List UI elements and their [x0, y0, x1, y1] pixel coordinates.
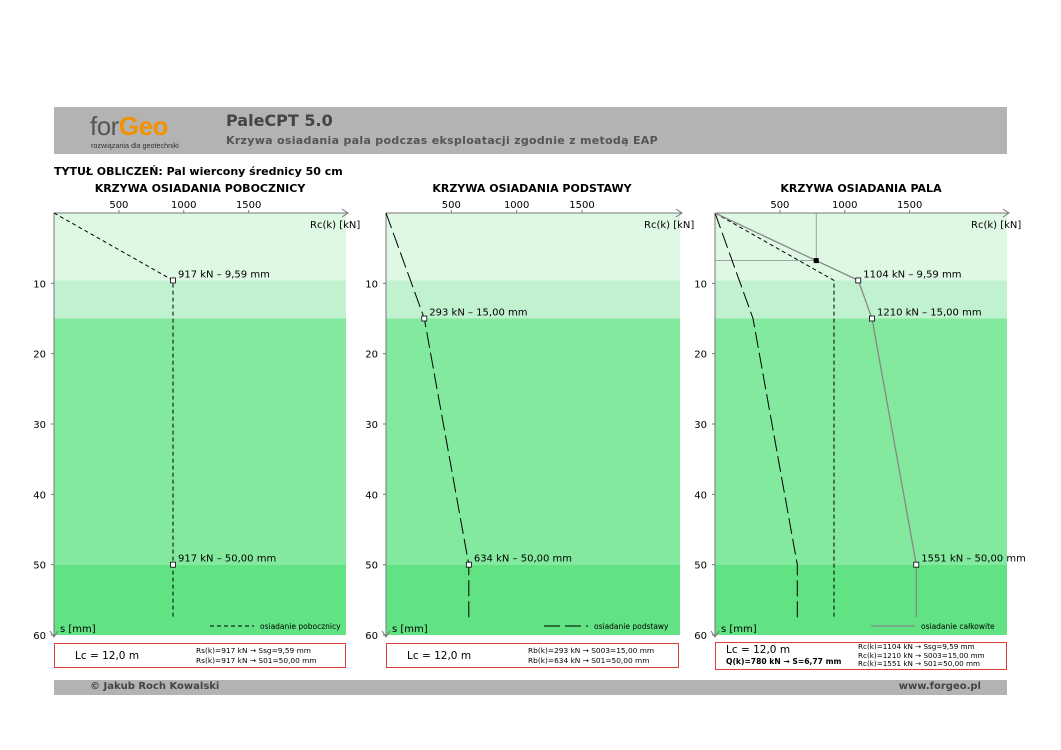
data-point-marker: [170, 561, 176, 568]
y-tick-label: 40: [365, 490, 378, 501]
info-line: Rc(k)=1104 kN → Ssg=9,59 mm: [858, 642, 975, 651]
y-tick-label: 30: [694, 420, 707, 431]
data-label: 1551 kN – 50,00 mm: [921, 554, 1026, 565]
y-tick-label: 10: [33, 279, 46, 290]
settlement-zone: [715, 564, 1007, 635]
data-label: 634 kN – 50,00 mm: [474, 554, 572, 565]
footer-bar: © Jakub Roch Kowalski www.forgeo.pl: [54, 680, 1007, 695]
info-line: Rs(k)=917 kN → S01=50,00 mm: [196, 655, 317, 665]
settlement-zone: [54, 213, 346, 281]
x-tick-label: 1500: [897, 200, 922, 211]
y-tick-label: 10: [694, 279, 707, 290]
app-subtitle: Krzywa osiadania pala podczas eksploatac…: [226, 134, 658, 147]
data-label: 1104 kN – 9,59 mm: [863, 269, 961, 280]
y-tick-label: 40: [33, 490, 46, 501]
y-tick-label: 60: [694, 631, 707, 642]
y-tick-label: 30: [365, 420, 378, 431]
y-tick-label: 20: [365, 350, 378, 361]
data-label: 293 kN – 15,00 mm: [429, 308, 527, 319]
settlement-zone: [54, 564, 346, 635]
settlement-zone: [386, 213, 680, 281]
series-line: [714, 212, 798, 618]
data-point-marker: [421, 315, 428, 322]
logo-tagline: rozwiązania dla geotechniki: [91, 141, 179, 150]
info-line: Rs(k)=917 kN → Ssg=9,59 mm: [196, 646, 312, 655]
settlement-zone: [54, 318, 346, 565]
y-tick-label: 20: [33, 350, 46, 361]
lc-value: Lc = 12,0 m: [407, 650, 472, 662]
y-tick-label: 60: [365, 631, 378, 642]
y-tick-label: 40: [694, 490, 707, 501]
settlement-zone: [386, 318, 680, 565]
x-tick-label: 1000: [832, 200, 857, 211]
settlement-zone: [386, 280, 680, 319]
y-axis-label: s [mm]: [60, 624, 96, 635]
x-tick-label: 1500: [569, 200, 594, 211]
y-tick-label: 50: [365, 561, 378, 572]
info-line: Rc(k)=1210 kN → S003=15,00 mm: [858, 650, 985, 660]
logo-geo: Geo: [118, 111, 169, 141]
settlement-zone: [54, 280, 346, 319]
info-line: Rb(k)=634 kN → S01=50,00 mm: [528, 655, 650, 665]
data-point-marker: [465, 561, 472, 568]
data-point-marker: [913, 561, 920, 568]
x-tick-label: 1000: [504, 200, 529, 211]
operating-point-marker: [813, 258, 819, 264]
lc-value: Lc = 12,0 m: [75, 650, 140, 662]
x-tick-label: 500: [770, 200, 789, 211]
lc-value: Lc = 12,0 m: [726, 644, 791, 656]
app-title: PaleCPT 5.0: [226, 111, 333, 130]
settlement-zone: [715, 318, 1007, 565]
data-label: 1210 kN – 15,00 mm: [877, 308, 982, 319]
x-tick-label: 500: [442, 200, 461, 211]
footer-author: © Jakub Roch Kowalski: [90, 681, 220, 692]
info-box-shaft: Lc = 12,0 m Rs(k)=917 kN → Ssg=9,59 mm R…: [54, 643, 346, 668]
info-line: Rb(k)=293 kN → S003=15,00 mm: [528, 646, 655, 655]
data-label: 917 kN – 50,00 mm: [178, 554, 276, 565]
legend-label: osiadanie całkowite: [921, 622, 995, 631]
y-axis-arrow: [381, 630, 391, 638]
logo-for: for: [90, 111, 119, 141]
x-axis-arrow: [341, 208, 349, 218]
data-point-marker: [869, 315, 875, 322]
chart-title-pile: KRZYWA OSIADANIA PALA: [780, 182, 942, 195]
data-point-marker: [855, 277, 862, 284]
y-tick-label: 60: [33, 631, 46, 642]
operating-load-settlement: Q(k)=780 kN → S=6,77 mm: [726, 657, 842, 666]
x-axis-arrow: [1002, 208, 1010, 218]
settlement-zone: [386, 564, 680, 635]
data-point-marker: [170, 277, 176, 284]
y-tick-label: 30: [33, 420, 46, 431]
y-axis-arrow: [710, 630, 720, 638]
y-tick-label: 20: [694, 350, 707, 361]
x-axis-arrow: [675, 208, 683, 218]
calculation-title: TYTUŁ OBLICZEŃ: Pal wiercony średnicy 50…: [54, 165, 343, 178]
series-line: [385, 212, 470, 618]
footer-website: www.forgeo.pl: [898, 681, 981, 692]
legend-label: osiadanie podstawy: [594, 622, 669, 631]
info-box-base: Lc = 12,0 m Rb(k)=293 kN → S003=15,00 mm…: [386, 643, 679, 668]
y-tick-label: 50: [33, 561, 46, 572]
info-line: Rc(k)=1551 kN → S01=50,00 mm: [858, 659, 981, 669]
info-box-pile: Lc = 12,0 m Q(k)=780 kN → S=6,77 mm Rc(k…: [715, 642, 1007, 670]
y-tick-label: 10: [365, 279, 378, 290]
y-axis-label: s [mm]: [392, 624, 428, 635]
chart-title-shaft: KRZYWA OSIADANIA POBOCZNICY: [94, 182, 306, 195]
forgeo-logo: forGeo rozwiązania dla geotechniki: [90, 111, 200, 151]
y-tick-label: 50: [694, 561, 707, 572]
x-tick-label: 1500: [236, 200, 261, 211]
x-axis-label: Rc(k) [kN]: [644, 220, 694, 231]
x-axis-label: Rc(k) [kN]: [310, 220, 360, 231]
settlement-zone: [715, 213, 1007, 281]
y-axis-arrow: [49, 630, 59, 638]
legend-label: osiadanie pobocznicy: [260, 622, 341, 631]
header-bar: forGeo rozwiązania dla geotechniki PaleC…: [54, 107, 1007, 154]
x-tick-label: 1000: [171, 200, 196, 211]
x-tick-label: 500: [109, 200, 128, 211]
y-axis-label: s [mm]: [721, 624, 757, 635]
data-label: 917 kN – 9,59 mm: [178, 269, 270, 280]
chart-title-base: KRZYWA OSIADANIA PODSTAWY: [432, 182, 632, 195]
x-axis-label: Rc(k) [kN]: [971, 220, 1021, 231]
